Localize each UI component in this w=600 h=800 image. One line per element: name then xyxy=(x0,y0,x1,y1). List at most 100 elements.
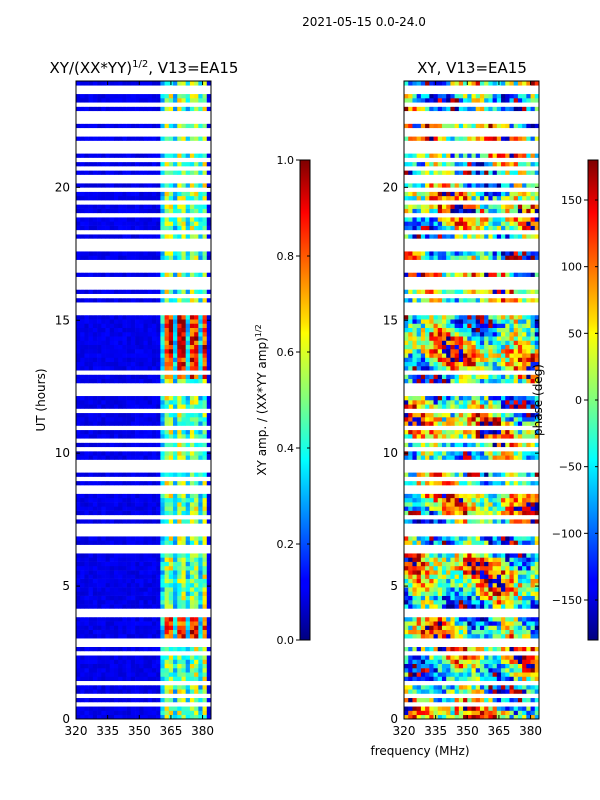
amplitude-cell xyxy=(109,123,115,129)
amplitude-cell xyxy=(177,161,182,167)
amplitude-cell xyxy=(109,178,115,184)
amplitude-cell xyxy=(206,404,211,409)
amplitude-cell xyxy=(88,170,94,175)
amplitude-cell xyxy=(181,306,186,311)
amplitude-cell xyxy=(130,536,136,541)
amplitude-cell xyxy=(156,208,161,214)
amplitude-cell xyxy=(189,280,195,286)
amplitude-cell xyxy=(109,115,115,120)
amplitude-cell xyxy=(122,144,127,150)
amplitude-cell xyxy=(202,578,208,584)
amplitude-cell xyxy=(130,191,136,197)
amplitude-cell xyxy=(92,459,98,465)
amplitude-cell xyxy=(156,629,161,635)
amplitude-cell xyxy=(177,98,182,103)
amplitude-cell xyxy=(181,502,186,507)
amplitude-cell xyxy=(147,144,153,150)
amplitude-cell xyxy=(147,514,153,520)
amplitude-cell xyxy=(101,638,106,643)
amplitude-cell xyxy=(151,676,157,682)
amplitude-cell xyxy=(109,459,115,465)
amplitude-cell xyxy=(206,710,211,716)
amplitude-cell xyxy=(177,438,182,443)
amplitude-cell xyxy=(198,412,203,418)
amplitude-cell xyxy=(198,587,203,592)
amplitude-cell xyxy=(109,276,115,282)
amplitude-cell xyxy=(198,276,203,282)
amplitude-cell xyxy=(109,608,115,613)
amplitude-cell xyxy=(92,127,98,133)
amplitude-cell xyxy=(147,102,153,107)
amplitude-cell xyxy=(126,463,132,469)
amplitude-cell xyxy=(88,442,94,448)
amplitude-cell xyxy=(126,451,132,456)
amplitude-cell xyxy=(194,438,199,443)
phase-cell xyxy=(492,701,498,707)
amplitude-cell xyxy=(139,149,144,154)
amplitude-cell xyxy=(122,684,127,690)
amplitude-cell xyxy=(84,161,89,167)
amplitude-cell xyxy=(160,344,165,350)
amplitude-cell xyxy=(177,527,182,533)
amplitude-cell xyxy=(202,497,208,503)
amplitude-title: XY/(XX*YY)1/2, V13=EA15 xyxy=(50,59,239,77)
amplitude-cell xyxy=(198,548,203,554)
amplitude-cell xyxy=(185,680,191,686)
amplitude-cell xyxy=(206,81,211,86)
amplitude-cell xyxy=(194,140,199,146)
amplitude-cell xyxy=(80,140,85,146)
amplitude-cell xyxy=(113,659,119,664)
amplitude-cell xyxy=(113,514,119,520)
amplitude-cell xyxy=(168,544,174,550)
amplitude-cell xyxy=(173,404,178,409)
amplitude-cell xyxy=(130,676,136,682)
amplitude-cell xyxy=(113,348,119,354)
amplitude-cell xyxy=(143,557,149,562)
amplitude-cell xyxy=(181,693,186,699)
amplitude-cell xyxy=(97,710,102,716)
amplitude-cell xyxy=(206,506,211,511)
amplitude-cell xyxy=(151,595,157,601)
amplitude-cell xyxy=(76,502,81,507)
amplitude-cell xyxy=(88,183,94,188)
amplitude-cell xyxy=(168,153,174,158)
amplitude-cell xyxy=(122,178,127,184)
amplitude-cell xyxy=(143,234,149,239)
amplitude-cell xyxy=(76,336,81,341)
amplitude-cell xyxy=(143,378,149,384)
amplitude-cell xyxy=(118,212,123,218)
amplitude-cell xyxy=(109,561,115,567)
amplitude-cell xyxy=(130,306,136,311)
amplitude-cell xyxy=(80,348,85,354)
amplitude-cell xyxy=(122,587,127,592)
amplitude-cell xyxy=(109,672,115,677)
amplitude-cell xyxy=(164,93,170,99)
amplitude-cell xyxy=(181,310,186,316)
amplitude-cell xyxy=(135,591,140,596)
amplitude-cell xyxy=(135,357,140,363)
amplitude-cell xyxy=(156,246,161,252)
amplitude-cell xyxy=(135,289,140,294)
amplitude-cell xyxy=(126,523,132,528)
amplitude-cell xyxy=(88,331,94,337)
amplitude-cell xyxy=(202,463,208,469)
amplitude-cell xyxy=(109,149,115,154)
amplitude-cell xyxy=(151,285,157,290)
amplitude-cell xyxy=(84,276,89,282)
amplitude-cell xyxy=(206,446,211,452)
amplitude-cell xyxy=(160,684,165,690)
amplitude-cell xyxy=(109,680,115,686)
amplitude-cell xyxy=(143,161,149,167)
amplitude-cell xyxy=(101,119,106,124)
amplitude-cell xyxy=(139,272,144,277)
amplitude-cell xyxy=(173,701,178,707)
amplitude-cell xyxy=(97,106,102,112)
amplitude-cell xyxy=(118,314,123,320)
amplitude-cell xyxy=(130,404,136,409)
amplitude-cell xyxy=(97,195,102,201)
amplitude-cell xyxy=(151,132,157,137)
amplitude-cell xyxy=(122,149,127,154)
amplitude-cell xyxy=(88,463,94,469)
amplitude-cell xyxy=(76,463,81,469)
amplitude-cell xyxy=(168,429,174,435)
